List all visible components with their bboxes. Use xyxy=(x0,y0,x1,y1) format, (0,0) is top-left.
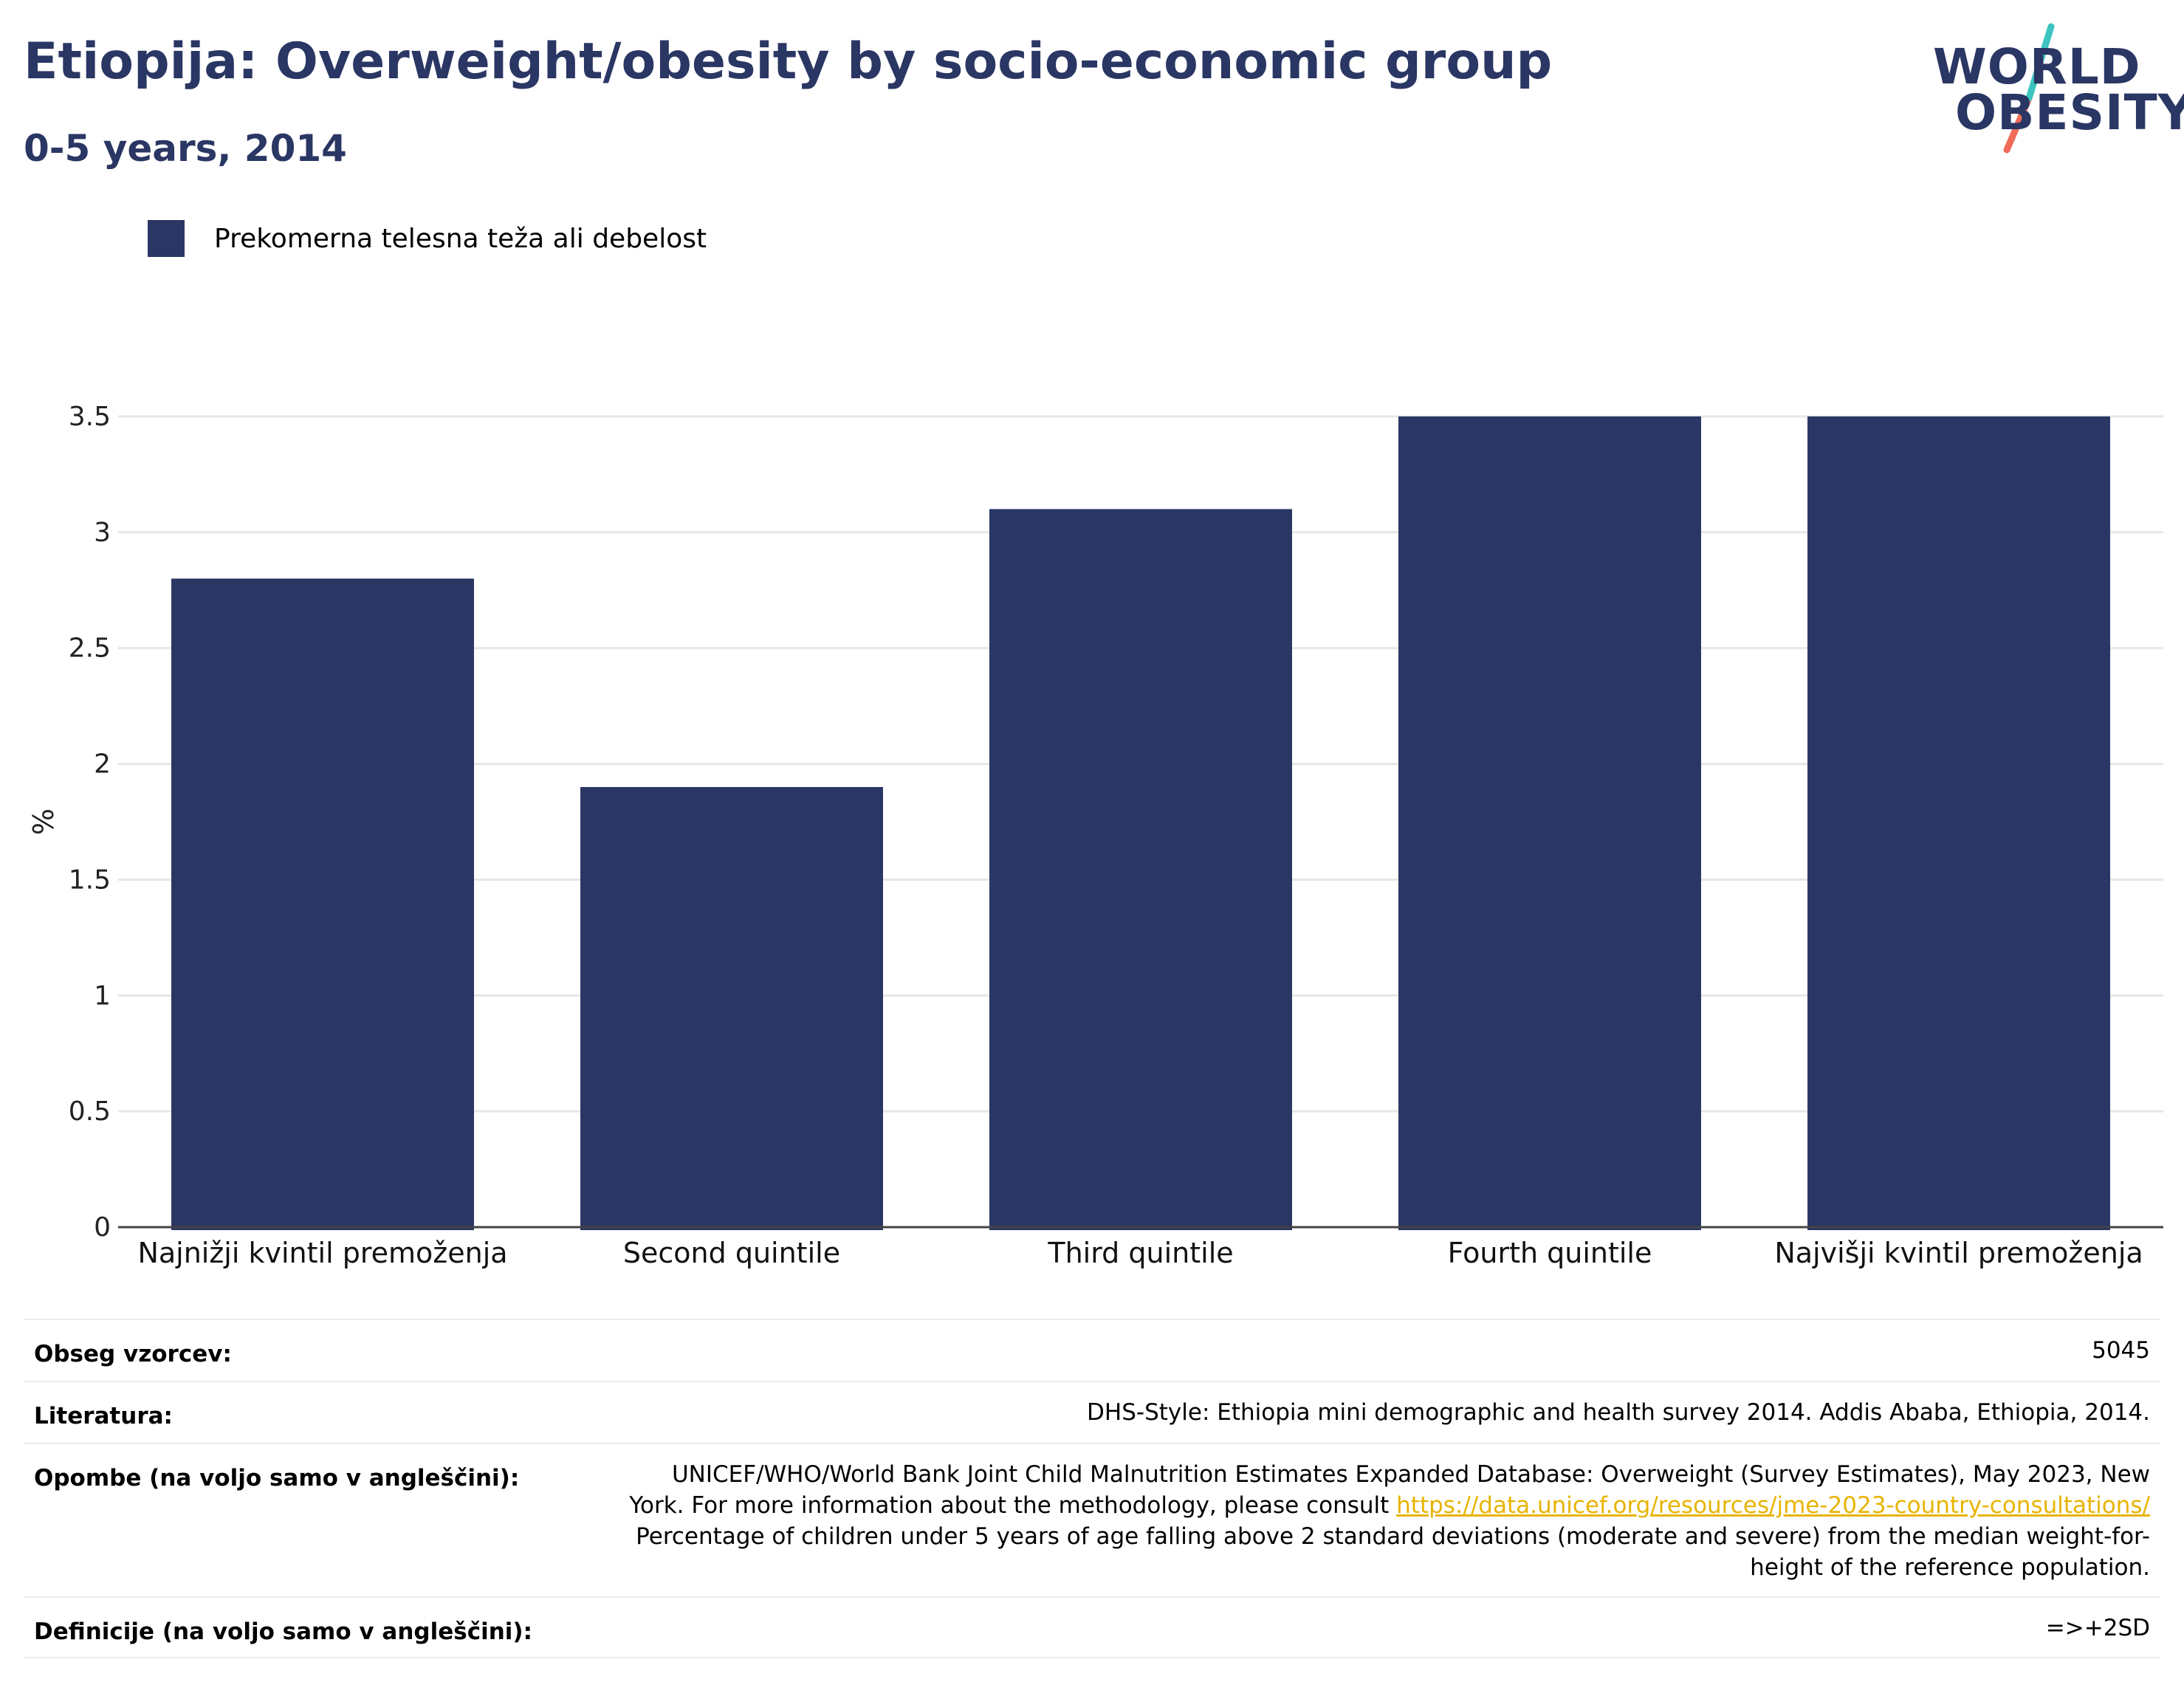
notes-line-2-text: York. For more information about the met… xyxy=(629,1492,1397,1519)
legend-swatch xyxy=(148,220,185,257)
y-tick-label: 2 xyxy=(94,749,111,780)
notes-value: UNICEF/WHO/World Bank Joint Child Malnut… xyxy=(629,1444,2150,1596)
info-row-definition: Definicije (na voljo samo v angleščini):… xyxy=(24,1596,2160,1658)
x-tick-label: Second quintile xyxy=(623,1237,840,1269)
info-row-notes: Opombe (na voljo samo v angleščini): UNI… xyxy=(24,1443,2160,1596)
source-value: DHS-Style: Ethiopia mini demographic and… xyxy=(1087,1399,2150,1426)
logo-line-2: OBESITY xyxy=(1955,84,2184,141)
notes-label: Opombe (na voljo samo v angleščini): xyxy=(34,1465,520,1491)
chart-title: Etiopija: Overweight/obesity by socio-ec… xyxy=(24,32,1553,91)
bar xyxy=(171,578,474,1230)
x-tick-label: Fourth quintile xyxy=(1448,1237,1652,1269)
x-tick-label: Third quintile xyxy=(1047,1237,1233,1269)
notes-link[interactable]: https://data.unicef.org/resources/jme-20… xyxy=(1396,1492,2150,1519)
logo-line-1: WORLD xyxy=(1933,38,2141,95)
definition-value: =>+2SD xyxy=(2045,1615,2150,1641)
notes-line-1: UNICEF/WHO/World Bank Joint Child Malnut… xyxy=(671,1461,2150,1488)
definition-label: Definicije (na voljo samo v angleščini): xyxy=(34,1618,532,1645)
info-table: Obseg vzorcev: 5045 Literatura: DHS-Styl… xyxy=(24,1319,2160,1658)
sample-size-value: 5045 xyxy=(2092,1337,2150,1364)
notes-line-2: York. For more information about the met… xyxy=(629,1490,2150,1521)
x-tick-label: Najnižji kvintil premoženja xyxy=(137,1237,507,1269)
chart-subtitle: 0-5 years, 2014 xyxy=(24,127,347,170)
legend[interactable]: Prekomerna telesna teža ali debelost xyxy=(148,220,707,257)
source-label: Literatura: xyxy=(34,1403,173,1429)
sample-size-label: Obseg vzorcev: xyxy=(34,1341,232,1367)
y-tick-label: 0.5 xyxy=(69,1096,111,1127)
world-obesity-logo[interactable]: WORLD OBESITY xyxy=(1920,21,2184,154)
logo-slash-icon xyxy=(2003,23,2055,154)
y-tick-label: 0 xyxy=(94,1212,111,1243)
y-tick-label: 1.5 xyxy=(69,865,111,895)
info-row-source: Literatura: DHS-Style: Ethiopia mini dem… xyxy=(24,1381,2160,1443)
bar xyxy=(1398,416,1701,1230)
bar xyxy=(989,509,1292,1230)
info-row-sample-size: Obseg vzorcev: 5045 xyxy=(24,1319,2160,1381)
bar-chart: 0 0.5 1 1.5 2 2.5 3 3.5% Najnižji kvintil premož… xyxy=(27,402,2163,1269)
bar xyxy=(1807,416,2110,1230)
x-tick-label: Najvišji kvintil premoženja xyxy=(1774,1237,2143,1269)
y-tick-label: 1 xyxy=(94,981,111,1011)
legend-label: Prekomerna telesna teža ali debelost xyxy=(214,223,707,254)
notes-line-3: Percentage of children under 5 years of … xyxy=(636,1523,2150,1550)
notes-line-4: height of the reference population. xyxy=(1750,1554,2150,1581)
y-tick-label: 2.5 xyxy=(69,634,111,664)
bar xyxy=(580,786,883,1230)
y-tick-label: 3.5 xyxy=(69,402,111,432)
y-axis-label: % xyxy=(27,808,60,835)
y-tick-label: 3 xyxy=(94,518,111,548)
